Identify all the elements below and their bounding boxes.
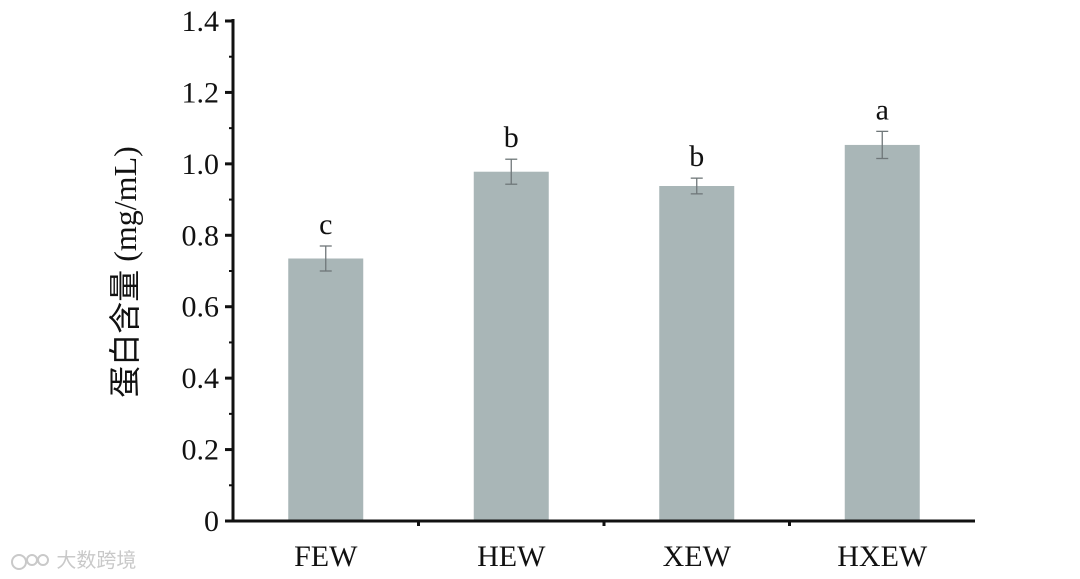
y-tick-label: 0.6 [182, 291, 220, 324]
error-bar-few [319, 245, 332, 272]
x-tick-label-few: FEW [294, 540, 358, 573]
y-tick-label: 1.2 [182, 76, 220, 109]
bar-hew [473, 171, 549, 521]
x-labels-group: FEW HEW XEW HXEW [294, 540, 928, 573]
error-bar-xew [690, 177, 703, 195]
y-tick-label: 1.4 [182, 5, 220, 38]
y-axis-title: 蛋白含量 (mg/mL) [107, 146, 143, 398]
error-bar-hxew [876, 130, 889, 160]
logo-icon [11, 553, 49, 570]
bar-hxew [844, 144, 920, 521]
significance-label-few: c [319, 208, 332, 241]
y-ticks-group: 0 0.2 0.4 0.6 0.8 1.0 1.2 1.4 [182, 5, 233, 538]
y-tick-label: 0 [204, 505, 219, 538]
y-tick-label: 0.2 [182, 434, 220, 467]
bar-few [288, 258, 364, 521]
watermark: 大数跨境 [10, 544, 136, 573]
watermark-text: 大数跨境 [56, 548, 137, 572]
significance-label-xew: b [689, 140, 704, 173]
x-tick-label-hxew: HXEW [837, 540, 928, 573]
y-tick-label: 0.8 [182, 219, 220, 252]
x-tick-label-xew: XEW [663, 540, 732, 573]
significance-label-hxew: a [876, 93, 889, 126]
significance-label-hew: b [504, 121, 519, 154]
error-bar-hew [505, 158, 518, 185]
y-tick-label: 1.0 [182, 148, 220, 181]
x-tick-label-hew: HEW [477, 540, 546, 573]
y-tick-label: 0.4 [182, 362, 220, 395]
error-bars-group [319, 130, 889, 272]
significance-labels-group: c b b a [319, 93, 889, 241]
bars-group [288, 144, 920, 521]
bar-xew [659, 186, 735, 521]
